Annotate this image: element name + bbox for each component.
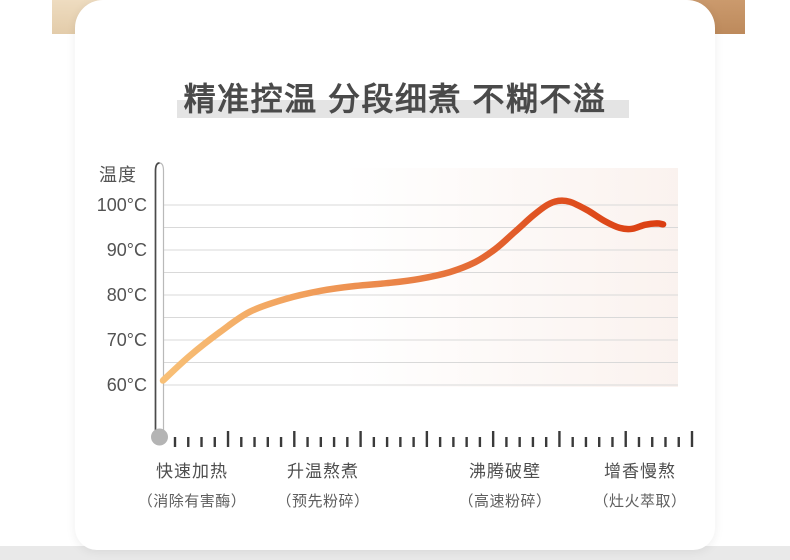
- content-card: 精准控温 分段细煮 不糊不溢 温度 100°C 90°C 80°C 70°C: [75, 0, 715, 550]
- temperature-curve: [159, 197, 667, 384]
- gridlines: [163, 204, 678, 386]
- phase-label: 快速加热: [156, 462, 228, 481]
- section-title: 精准控温 分段细煮 不糊不溢: [183, 81, 607, 117]
- title-highlight-bar: [177, 100, 629, 118]
- phase-label: 升温熬煮: [287, 462, 359, 481]
- phase-label: 沸腾破壁: [469, 462, 541, 481]
- y-tick-label: 90°C: [107, 240, 147, 260]
- phase-heatup-boiling: 升温熬煮 （预先粉碎）: [241, 457, 405, 511]
- phase-label: 增香慢熬: [604, 462, 676, 481]
- phase-sublabel: （灶火萃取）: [593, 493, 687, 510]
- phase-sublabel: （高速粉碎）: [458, 493, 552, 510]
- phase-labels-row: 快速加热 （消除有害酶） 升温熬煮 （预先粉碎） 沸腾破壁 （高速粉碎） 增香慢…: [75, 457, 715, 517]
- y-tick-label: 60°C: [107, 375, 147, 395]
- y-tick-label: 80°C: [107, 285, 147, 305]
- thermometer-axis: [151, 162, 168, 446]
- phase-sublabel: （预先粉碎）: [276, 493, 370, 510]
- x-axis-ruler-ticks: [173, 431, 694, 447]
- phase-boiling-blending: 沸腾破壁 （高速粉碎）: [423, 457, 587, 511]
- phase-slow-simmer: 增香慢熬 （灶火萃取）: [558, 457, 722, 511]
- phase-sublabel: （消除有害酶）: [137, 493, 247, 510]
- phase-rapid-heating: 快速加热 （消除有害酶）: [110, 457, 274, 511]
- y-axis-title: 温度: [99, 165, 137, 185]
- y-tick-label: 100°C: [97, 195, 147, 215]
- temperature-line-chart: 100°C 90°C 80°C 70°C 60°C: [97, 162, 694, 447]
- y-axis-tick-labels: 100°C 90°C 80°C 70°C 60°C: [97, 195, 147, 395]
- y-tick-label: 70°C: [107, 330, 147, 350]
